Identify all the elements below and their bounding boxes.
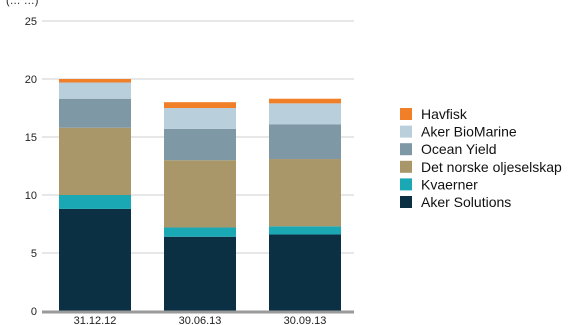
bars bbox=[59, 79, 341, 311]
bar-segment bbox=[164, 102, 236, 108]
legend-label: Ocean Yield bbox=[421, 141, 497, 157]
bar-segment bbox=[269, 124, 341, 160]
bar-segment bbox=[59, 79, 131, 83]
bar-segment bbox=[164, 128, 236, 161]
y-tick-label: 10 bbox=[25, 190, 37, 202]
y-tick-label: 5 bbox=[31, 248, 37, 260]
legend-label: Aker Solutions bbox=[421, 194, 511, 210]
bar-segment bbox=[59, 82, 131, 99]
x-tick-label: 31.12.12 bbox=[74, 315, 117, 325]
bar-segment bbox=[59, 195, 131, 209]
x-axis: 31.12.12 30.06.13 30.09.13 bbox=[42, 310, 354, 325]
bar-segment bbox=[164, 160, 236, 228]
legend-label: Aker BioMarine bbox=[421, 124, 517, 140]
y-tick-label: 20 bbox=[25, 74, 37, 86]
clipped-header-text: (… …) bbox=[6, 0, 38, 7]
bar-segment bbox=[269, 159, 341, 227]
bar-segment bbox=[269, 226, 341, 235]
bar-segment bbox=[269, 234, 341, 311]
x-tick-label: 30.06.13 bbox=[179, 315, 222, 325]
bar-segment bbox=[269, 103, 341, 125]
legend-label: Det norske oljeselskap bbox=[421, 159, 562, 175]
bar-segment bbox=[269, 98, 341, 104]
bar-segment bbox=[164, 108, 236, 129]
legend-label: Havfisk bbox=[421, 106, 468, 122]
bar-segment bbox=[59, 208, 131, 311]
legend-swatch bbox=[400, 108, 412, 120]
y-axis: 0 5 10 15 20 25 bbox=[25, 16, 37, 318]
x-tick-label: 30.09.13 bbox=[284, 315, 327, 325]
legend-swatch bbox=[400, 160, 412, 173]
bar-segment bbox=[164, 227, 236, 237]
y-tick-label: 25 bbox=[25, 16, 37, 28]
legend-swatch bbox=[400, 196, 412, 208]
legend-swatch bbox=[400, 125, 412, 138]
bar-segment bbox=[59, 127, 131, 195]
legend-swatch bbox=[400, 178, 412, 191]
legend-label: Kvaerner bbox=[421, 176, 478, 192]
bar-segment bbox=[164, 236, 236, 311]
y-tick-label: 15 bbox=[25, 132, 37, 144]
y-tick-label: 0 bbox=[31, 306, 37, 318]
bar-segment bbox=[59, 98, 131, 128]
legend-swatch bbox=[400, 143, 412, 156]
